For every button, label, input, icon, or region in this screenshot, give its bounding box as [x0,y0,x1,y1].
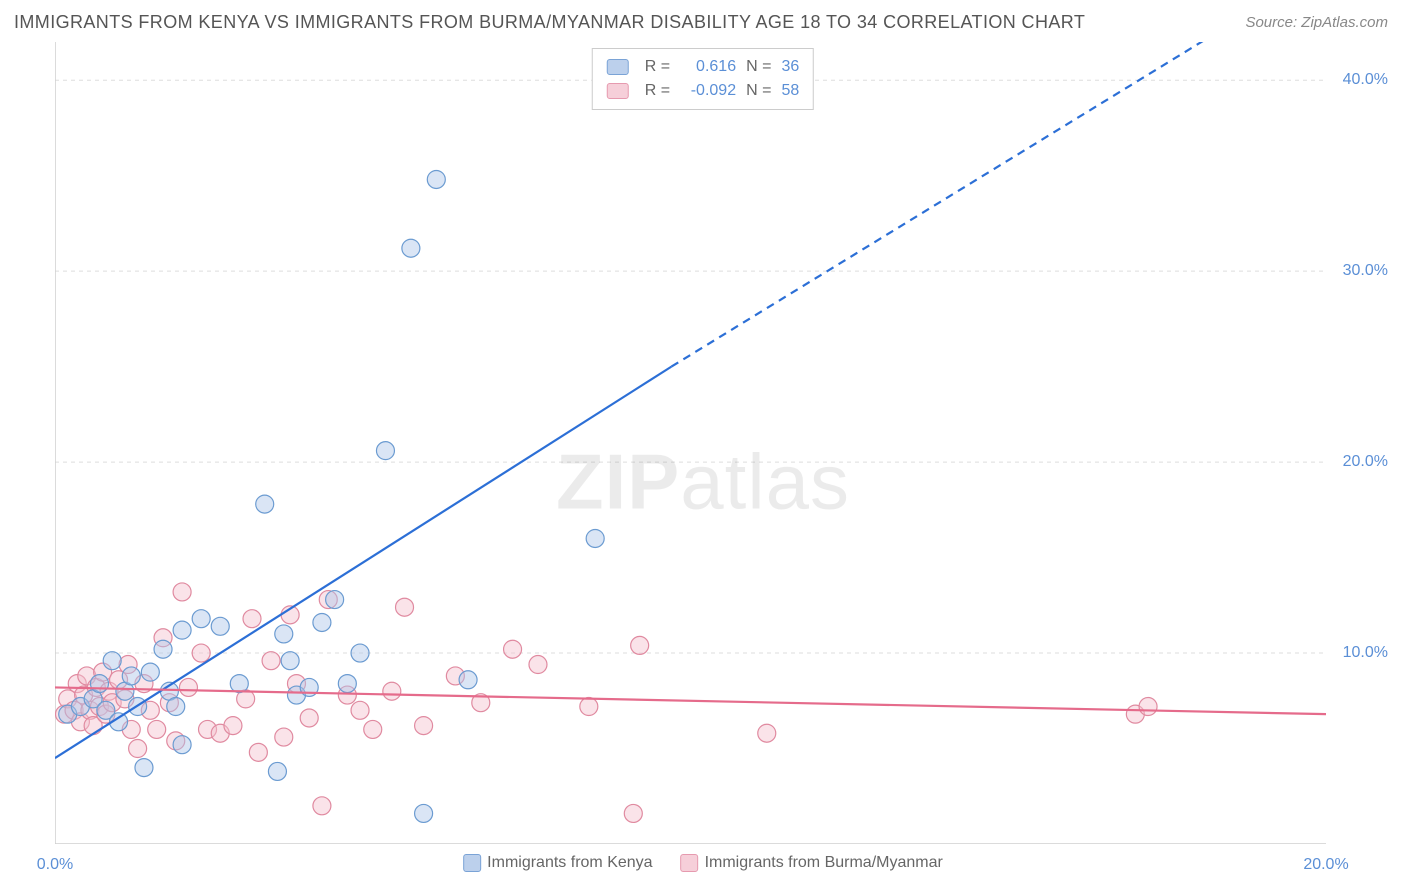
n-label: N = [746,79,771,103]
y-tick-label: 40.0% [1343,71,1388,89]
legend-swatch-kenya [607,59,629,75]
info-legend: R = 0.616 N = 36 R = -0.092 N = 58 [592,48,814,110]
r-label: R = [645,55,670,79]
n-label: N = [746,55,771,79]
r-value-kenya: 0.616 [680,55,736,79]
x-tick-label: 20.0% [1303,856,1348,874]
y-tick-label: 20.0% [1343,453,1388,471]
source-label: Source: ZipAtlas.com [1245,14,1388,31]
y-tick-label: 10.0% [1343,644,1388,662]
series-legend: Immigrants from Kenya Immigrants from Bu… [463,854,943,872]
chart-container: IMMIGRANTS FROM KENYA VS IMMIGRANTS FROM… [0,0,1406,892]
legend-swatch-kenya [463,854,481,872]
legend-swatch-burma [681,854,699,872]
legend-item-burma: Immigrants from Burma/Myanmar [681,854,943,872]
info-row-burma: R = -0.092 N = 58 [607,79,799,103]
chart-title: IMMIGRANTS FROM KENYA VS IMMIGRANTS FROM… [14,12,1085,33]
legend-swatch-burma [607,83,629,99]
x-tick-label: 0.0% [37,856,73,874]
r-label: R = [645,79,670,103]
legend-label-burma: Immigrants from Burma/Myanmar [705,854,943,872]
legend-item-kenya: Immigrants from Kenya [463,854,652,872]
y-tick-label: 30.0% [1343,262,1388,280]
info-row-kenya: R = 0.616 N = 36 [607,55,799,79]
r-value-burma: -0.092 [680,79,736,103]
n-value-burma: 58 [781,79,799,103]
legend-label-kenya: Immigrants from Kenya [487,854,652,872]
n-value-kenya: 36 [781,55,799,79]
plot-area [55,42,1326,844]
scatter-plot-svg [55,42,1326,844]
